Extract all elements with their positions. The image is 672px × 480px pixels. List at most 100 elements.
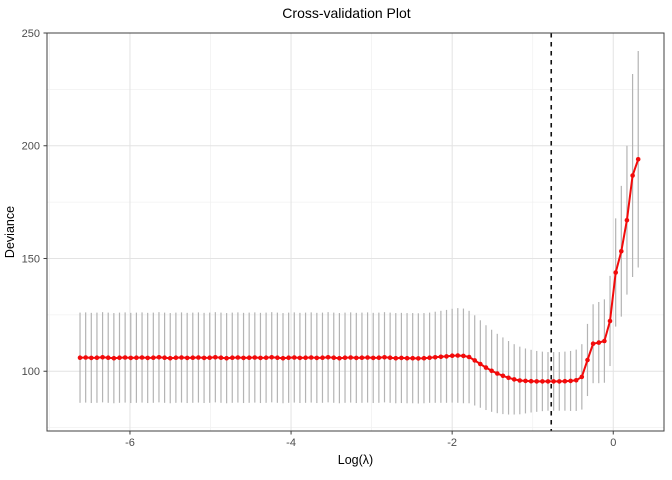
data-point — [258, 355, 263, 361]
data-point — [134, 355, 139, 361]
data-point — [585, 357, 590, 363]
data-point — [179, 355, 184, 360]
y-axis-title: Deviance — [3, 206, 17, 258]
data-point — [444, 354, 449, 359]
data-point — [562, 378, 568, 384]
data-point — [540, 379, 545, 384]
data-point — [596, 340, 602, 345]
data-point — [235, 355, 241, 360]
data-point — [348, 355, 354, 360]
data-point — [89, 355, 94, 361]
data-point — [241, 355, 246, 361]
data-point — [354, 355, 359, 361]
data-point — [325, 355, 331, 360]
data-point — [568, 378, 573, 384]
data-point — [528, 378, 534, 384]
data-point — [100, 355, 105, 360]
data-point — [320, 355, 325, 361]
data-point — [506, 375, 511, 381]
data-point — [292, 355, 297, 360]
data-point — [151, 355, 156, 361]
data-point — [495, 371, 500, 376]
data-point — [472, 358, 478, 363]
data-point — [438, 354, 444, 360]
data-point — [252, 355, 258, 360]
data-point — [449, 353, 455, 359]
y-tick-labels: 100 150 200 250 — [22, 28, 40, 378]
data-point — [551, 379, 556, 384]
data-point — [230, 355, 235, 361]
data-point — [432, 355, 438, 360]
data-point — [635, 157, 641, 162]
data-point — [382, 355, 387, 360]
data-point — [387, 355, 393, 361]
data-point — [466, 354, 472, 360]
data-point — [500, 373, 506, 379]
data-point — [410, 355, 416, 361]
data-point — [478, 361, 483, 367]
x-tick-labels: -6 -4 -2 0 — [125, 437, 616, 449]
data-point — [393, 355, 399, 361]
x-tick-label: -4 — [286, 437, 296, 449]
data-point — [590, 341, 596, 347]
data-point — [213, 355, 218, 360]
x-tick-label: -6 — [125, 437, 135, 449]
data-point — [545, 379, 551, 384]
data-point — [573, 378, 579, 383]
data-point — [184, 355, 190, 361]
data-point — [342, 355, 348, 361]
data-point — [517, 378, 523, 383]
deviance-series-layer — [77, 157, 641, 384]
data-point — [201, 355, 207, 361]
data-point — [331, 355, 337, 361]
data-point — [308, 355, 314, 360]
data-point — [624, 217, 630, 223]
data-point — [602, 338, 607, 344]
data-point — [105, 355, 111, 361]
data-point — [275, 355, 280, 361]
data-point — [489, 368, 494, 374]
x-axis-title: Log(λ) — [338, 453, 373, 467]
data-point — [579, 374, 585, 380]
data-point — [483, 365, 489, 370]
grid-minor-layer — [47, 33, 664, 431]
data-point — [196, 355, 201, 360]
data-point — [365, 355, 370, 360]
data-point — [297, 355, 303, 361]
data-point — [269, 355, 275, 360]
x-tick-label: 0 — [610, 437, 616, 449]
data-point — [314, 355, 320, 361]
data-point — [461, 353, 466, 359]
data-point — [416, 356, 421, 361]
data-point — [303, 355, 308, 361]
data-point — [246, 355, 252, 361]
data-point — [77, 355, 83, 361]
data-point — [111, 355, 117, 361]
data-point — [511, 377, 517, 382]
data-point — [630, 173, 635, 178]
data-point — [523, 378, 528, 384]
data-point — [145, 355, 150, 361]
data-point — [263, 355, 269, 361]
data-point — [173, 355, 179, 361]
x-tick-label: -2 — [447, 437, 457, 449]
y-tick-label: 200 — [22, 141, 40, 153]
data-point — [370, 355, 376, 361]
data-point — [619, 249, 624, 254]
data-point — [421, 355, 427, 361]
data-point — [122, 355, 128, 360]
data-point — [376, 355, 382, 361]
data-point — [427, 355, 432, 361]
data-point — [139, 355, 145, 360]
data-point — [117, 355, 122, 361]
data-point — [94, 355, 100, 361]
data-point — [359, 355, 365, 361]
data-point — [162, 355, 167, 361]
data-point — [218, 355, 224, 361]
data-point — [128, 355, 134, 361]
data-point — [224, 355, 229, 361]
panel-border — [46, 32, 665, 432]
data-point — [167, 355, 173, 361]
